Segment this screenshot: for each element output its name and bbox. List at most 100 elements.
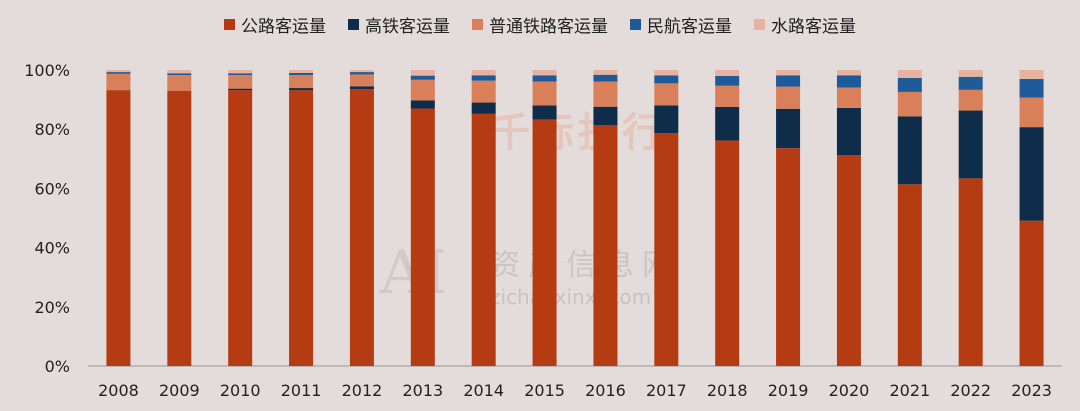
bar-segment bbox=[532, 81, 557, 106]
bar-segment bbox=[532, 75, 557, 82]
bar-segment bbox=[1019, 127, 1044, 221]
bar-segment bbox=[289, 75, 314, 89]
bar-segment bbox=[593, 125, 618, 367]
x-tick-label: 2023 bbox=[1011, 381, 1052, 400]
y-tick-label: 0% bbox=[45, 357, 70, 376]
x-tick-label: 2009 bbox=[159, 381, 200, 400]
bar-segment bbox=[532, 119, 557, 366]
bar-segment bbox=[776, 70, 801, 76]
bar-segment bbox=[228, 73, 253, 76]
legend-label: 公路客运量 bbox=[241, 17, 326, 37]
x-tick-label: 2022 bbox=[950, 381, 991, 400]
bar-segment bbox=[836, 107, 861, 156]
y-tick-label: 100% bbox=[24, 61, 70, 80]
bar-segment bbox=[897, 77, 922, 92]
legend-item: 水路客运量 bbox=[754, 12, 856, 37]
bar-segment bbox=[593, 106, 618, 126]
bar-segment bbox=[1019, 97, 1044, 128]
bar-segment bbox=[958, 89, 983, 111]
y-tick-label: 20% bbox=[34, 298, 70, 317]
bar-segment bbox=[289, 72, 314, 76]
bar-segment bbox=[1019, 78, 1044, 98]
bar-segment bbox=[776, 86, 801, 109]
bar-segment bbox=[776, 108, 801, 149]
x-tick-label: 2012 bbox=[342, 381, 383, 400]
bar-segment bbox=[106, 72, 131, 74]
bar-segment bbox=[532, 70, 557, 76]
bar-segment bbox=[715, 75, 740, 86]
bar-segment bbox=[1019, 70, 1044, 79]
bar-segment bbox=[410, 100, 435, 109]
x-tick-label: 2014 bbox=[463, 381, 504, 400]
x-tick-label: 2010 bbox=[220, 381, 261, 400]
bar-segment bbox=[897, 91, 922, 117]
legend-item: 高铁客运量 bbox=[348, 12, 450, 37]
bar-segment bbox=[289, 70, 314, 73]
bar-segment bbox=[349, 89, 374, 367]
bar-segment bbox=[958, 178, 983, 366]
legend-swatch bbox=[348, 19, 359, 30]
bar-segment bbox=[836, 155, 861, 366]
bar-segment bbox=[167, 70, 192, 74]
legend-item: 民航客运量 bbox=[630, 12, 732, 37]
x-tick-label: 2019 bbox=[768, 381, 809, 400]
bar-segment bbox=[410, 70, 435, 76]
bar-segment bbox=[228, 70, 253, 74]
bar-segment bbox=[958, 110, 983, 179]
bar-segment bbox=[593, 74, 618, 82]
legend-label: 民航客运量 bbox=[647, 17, 732, 37]
bar-segment bbox=[471, 75, 496, 81]
bar-segment bbox=[593, 70, 618, 75]
bar-segment bbox=[471, 113, 496, 366]
bar-segment bbox=[228, 88, 253, 91]
legend-swatch bbox=[224, 19, 235, 30]
bar-segment bbox=[532, 105, 557, 120]
bar-segment bbox=[836, 70, 861, 76]
bar-segment bbox=[1019, 220, 1044, 366]
legend-label: 普通铁路客运量 bbox=[489, 17, 608, 37]
bar-segment bbox=[410, 75, 435, 80]
legend-label: 水路客运量 bbox=[771, 17, 856, 37]
bar-segment bbox=[654, 75, 679, 84]
bar-segment bbox=[654, 70, 679, 76]
y-tick-label: 60% bbox=[34, 179, 70, 198]
bar-segment bbox=[897, 184, 922, 366]
bar-segment bbox=[958, 76, 983, 90]
bar-segment bbox=[349, 86, 374, 90]
x-tick-label: 2011 bbox=[281, 381, 322, 400]
watermark-site-url: zichanxinxi.com bbox=[490, 285, 652, 309]
bar-segment bbox=[349, 72, 374, 75]
chart-legend: 公路客运量 高铁客运量 普通铁路客运量 民航客运量 水路客运量 bbox=[0, 12, 1080, 37]
bar-segment bbox=[228, 75, 253, 89]
legend-label: 高铁客运量 bbox=[365, 17, 450, 37]
legend-swatch bbox=[754, 19, 765, 30]
bar-segment bbox=[289, 88, 314, 91]
legend-item: 公路客运量 bbox=[224, 12, 326, 37]
y-tick-label: 80% bbox=[34, 120, 70, 139]
x-tick-label: 2017 bbox=[646, 381, 687, 400]
bar-segment bbox=[410, 108, 435, 366]
watermark-brand: 千际投行 bbox=[490, 110, 666, 156]
watermark-site-cn: 资产信息网 bbox=[490, 248, 680, 283]
bar-segment bbox=[654, 105, 679, 134]
bar-segment bbox=[410, 79, 435, 101]
bar-segment bbox=[715, 107, 740, 141]
x-tick-label: 2013 bbox=[402, 381, 443, 400]
bar-segment bbox=[471, 80, 496, 103]
bar-segment bbox=[776, 75, 801, 87]
bar-segment bbox=[228, 90, 253, 367]
bar-segment bbox=[167, 73, 192, 76]
bar-segment bbox=[715, 85, 740, 107]
y-tick-label: 40% bbox=[34, 239, 70, 258]
legend-swatch bbox=[472, 19, 483, 30]
bar-segment bbox=[715, 140, 740, 366]
bar-segment bbox=[776, 148, 801, 366]
legend-swatch bbox=[630, 19, 641, 30]
bar-segment bbox=[289, 90, 314, 367]
bar-segment bbox=[897, 116, 922, 185]
bar-segment bbox=[593, 81, 618, 107]
bar-segment bbox=[715, 70, 740, 76]
bar-segment bbox=[106, 90, 131, 367]
bar-segment bbox=[654, 133, 679, 366]
